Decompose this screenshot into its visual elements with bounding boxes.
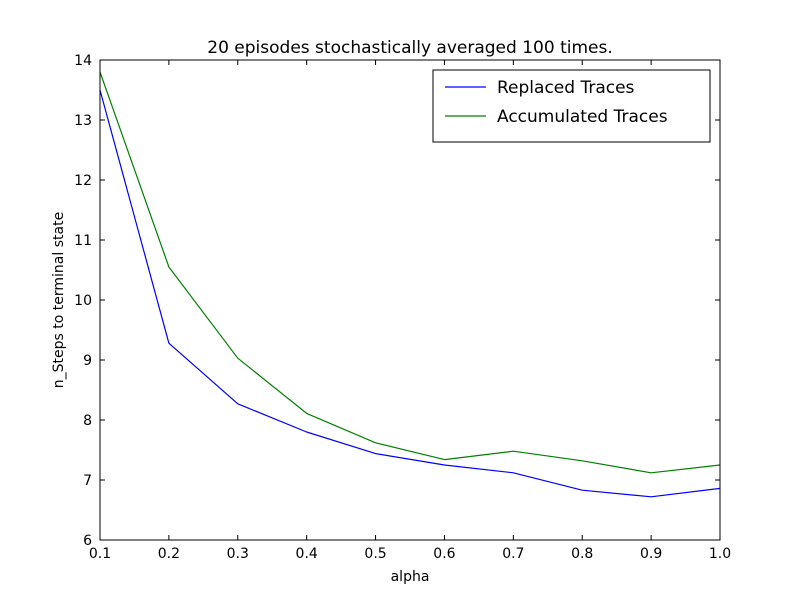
y-axis-label: n_Steps to terminal state <box>51 212 67 388</box>
series-line-0 <box>99 89 721 498</box>
y-tick-label: 13 <box>74 113 92 129</box>
x-tick-label: 0.9 <box>640 546 662 562</box>
series-line-1 <box>99 71 721 474</box>
y-tick-label: 12 <box>74 173 92 189</box>
x-tick-label: 0.6 <box>433 546 455 562</box>
x-tick-label: 0.4 <box>296 546 318 562</box>
y-tick-label: 11 <box>74 233 92 249</box>
legend-label-1: Accumulated Traces <box>497 107 668 127</box>
legend-label-0: Replaced Traces <box>497 78 635 98</box>
x-tick-label: 0.8 <box>571 546 593 562</box>
legend: Replaced Traces Accumulated Traces <box>432 69 711 143</box>
chart-title: 20 episodes stochastically averaged 100 … <box>207 38 612 58</box>
x-tick-label: 1.0 <box>709 546 731 562</box>
y-tick-label: 6 <box>83 533 92 549</box>
plot-area: 0.1 0.2 0.3 0.4 0.5 0.6 0.7 0.8 0.9 1.0 6 7 8 9 10 11 12… <box>74 53 731 562</box>
x-tick-label: 0.1 <box>89 546 111 562</box>
y-tick-label: 10 <box>74 293 92 309</box>
x-tick-label: 0.2 <box>158 546 180 562</box>
x-tick-label: 0.5 <box>364 546 386 562</box>
legend-box <box>432 69 711 143</box>
x-tick-label: 0.3 <box>227 546 249 562</box>
y-tick-label: 8 <box>83 413 92 429</box>
y-tick-label: 9 <box>83 353 92 369</box>
x-axis-label: alpha <box>391 569 430 585</box>
y-tick-label: 7 <box>83 473 92 489</box>
y-tick-label: 14 <box>74 53 92 69</box>
x-tick-label: 0.7 <box>502 546 524 562</box>
